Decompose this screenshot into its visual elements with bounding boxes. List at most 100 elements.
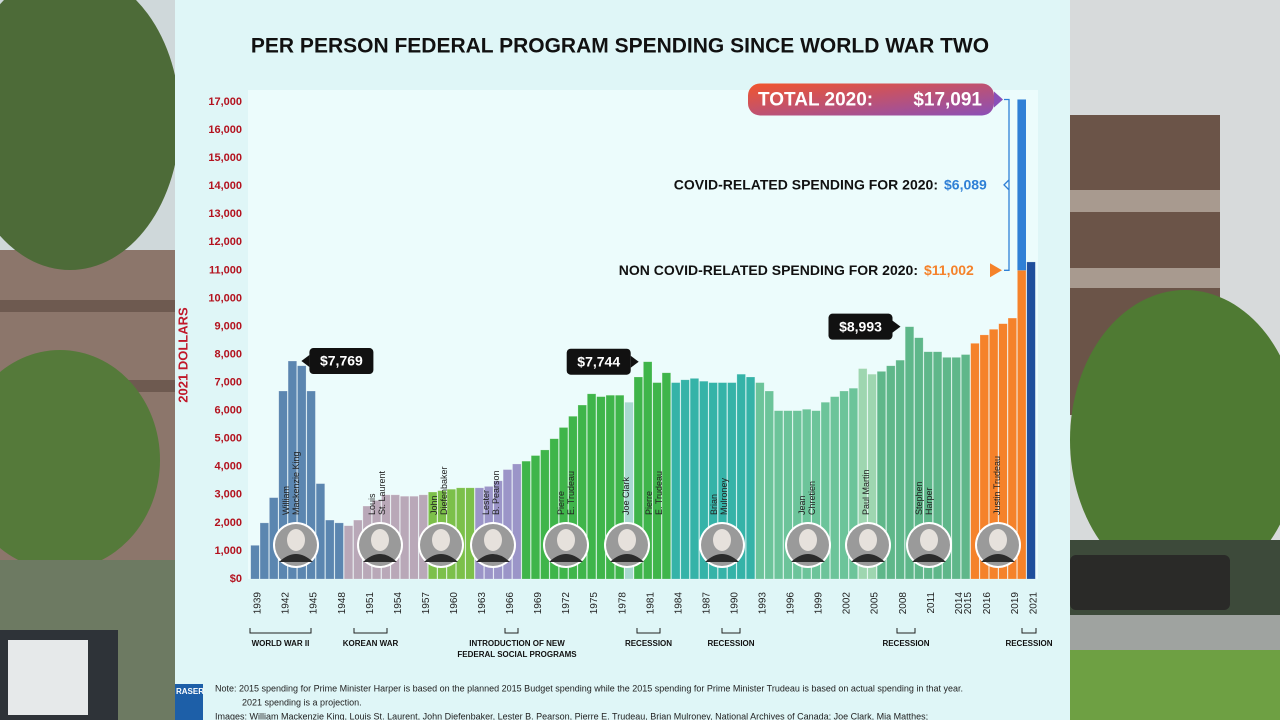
- bar: [530, 455, 541, 580]
- y-tick-label: 11,000: [209, 264, 242, 276]
- bar: [792, 410, 802, 580]
- bar: [1017, 270, 1027, 580]
- x-tick-label: 2021: [1029, 592, 1040, 615]
- x-tick-label: 2008: [898, 592, 909, 615]
- y-tick-label: 8,000: [214, 348, 242, 360]
- leader-name: LouisSt. Laurent: [367, 470, 387, 515]
- bar: [764, 390, 774, 580]
- leader-name-line: Diefenbaker: [439, 466, 449, 515]
- leader-name-line: Mulroney: [719, 477, 729, 515]
- portrait-shoulders: [912, 554, 946, 562]
- portrait-shoulders: [279, 554, 313, 562]
- leader-name: JohnDiefenbaker: [429, 466, 449, 515]
- leader-name-line: Stephen: [914, 481, 924, 515]
- x-tick-label: 2015: [963, 592, 974, 615]
- callout-box: [309, 348, 374, 375]
- leader-name-line: Lester: [481, 490, 491, 515]
- bar: [558, 427, 569, 580]
- value-label: $7,769: [320, 353, 363, 369]
- event-bracket: [249, 628, 312, 634]
- bar: [521, 460, 531, 580]
- portrait-face: [713, 529, 731, 551]
- bar: [858, 368, 868, 580]
- leader-name-line: Pierre: [556, 491, 566, 515]
- y-tick-label: 1,000: [214, 545, 242, 557]
- leader-name-line: Justin Trudeau: [992, 456, 1002, 515]
- bar: [512, 463, 522, 580]
- event-label: RECESSION: [707, 639, 754, 648]
- y-tick-label: 7,000: [214, 377, 242, 389]
- x-tick-label: 2019: [1010, 592, 1021, 615]
- bar: [727, 382, 737, 580]
- portrait-face: [287, 529, 305, 551]
- portrait-shoulders: [705, 554, 739, 562]
- event-label: RECESSION: [882, 639, 929, 648]
- leader-name: Joe Clark: [621, 476, 631, 515]
- y-axis-label: 2021 DOLLARS: [175, 307, 190, 403]
- chart-title: PER PERSON FEDERAL PROGRAM SPENDING SINC…: [251, 35, 989, 58]
- x-tick-label: 1957: [421, 592, 432, 615]
- bar: [671, 382, 681, 580]
- y-tick-label: 9,000: [214, 320, 242, 332]
- event-bracket: [504, 628, 519, 634]
- x-tick-label: 1984: [673, 592, 684, 615]
- bar: [970, 343, 980, 580]
- value-label: $8,993: [839, 318, 882, 334]
- x-tick-label: 1969: [533, 592, 544, 615]
- event-bracket: [896, 628, 916, 634]
- bar: [568, 415, 578, 580]
- y-tick-label: 13,000: [208, 208, 242, 220]
- event-label: WORLD WAR II: [252, 639, 310, 648]
- bar: [923, 351, 933, 580]
- leader-name-line: William: [281, 486, 291, 515]
- bar: [549, 438, 559, 580]
- y-tick-label: 10,000: [208, 292, 242, 304]
- x-tick-label: 1978: [617, 592, 628, 615]
- x-tick-label: 1942: [281, 592, 292, 615]
- leader-name: Justin Trudeau: [992, 456, 1002, 515]
- x-tick-label: 1951: [365, 592, 376, 615]
- bar: [876, 371, 887, 580]
- x-tick-label: 2016: [982, 592, 993, 615]
- x-tick-label: 1999: [814, 592, 825, 615]
- leader-name: PierreE. Trudeau: [644, 471, 664, 515]
- logo-box: [175, 684, 203, 720]
- portrait-face: [432, 529, 450, 551]
- y-tick-label: 12,000: [208, 236, 242, 248]
- bar: [708, 382, 718, 580]
- bar: [895, 359, 905, 580]
- leader-name: Paul Martin: [861, 469, 871, 515]
- x-tick-label: 1987: [701, 592, 712, 615]
- non-covid-pointer: [990, 263, 1002, 278]
- x-tick-label: 1963: [477, 592, 488, 615]
- covid-label: COVID-RELATED SPENDING FOR 2020:: [674, 177, 938, 193]
- x-tick-label: 1966: [505, 592, 516, 615]
- logo: RASER: [176, 687, 204, 696]
- bar: [811, 410, 821, 580]
- y-tick-label: 6,000: [214, 405, 242, 417]
- x-tick-label: 1990: [729, 592, 740, 615]
- portrait-shoulders: [851, 554, 885, 562]
- portrait-shoulders: [610, 554, 644, 562]
- portrait-face: [618, 529, 636, 551]
- callout-box: [828, 313, 893, 340]
- bar: [297, 365, 307, 580]
- bar: [802, 408, 812, 580]
- bar: [250, 545, 260, 580]
- total-pill: [748, 83, 994, 116]
- y-tick-label: 5,000: [214, 433, 242, 445]
- x-tick-label: 2005: [870, 592, 881, 615]
- portrait-face: [799, 529, 817, 551]
- bar: [839, 390, 849, 580]
- bar: [680, 379, 690, 580]
- bar: [773, 410, 784, 580]
- x-tick-label: 1996: [786, 592, 797, 615]
- bar: [904, 326, 915, 580]
- leader-name-line: E. Trudeau: [654, 471, 664, 515]
- event-label: RECESSION: [625, 639, 672, 648]
- leader-name-line: Joe Clark: [621, 476, 631, 515]
- bar: [502, 469, 513, 580]
- bar: [259, 522, 269, 580]
- bar: [867, 373, 877, 580]
